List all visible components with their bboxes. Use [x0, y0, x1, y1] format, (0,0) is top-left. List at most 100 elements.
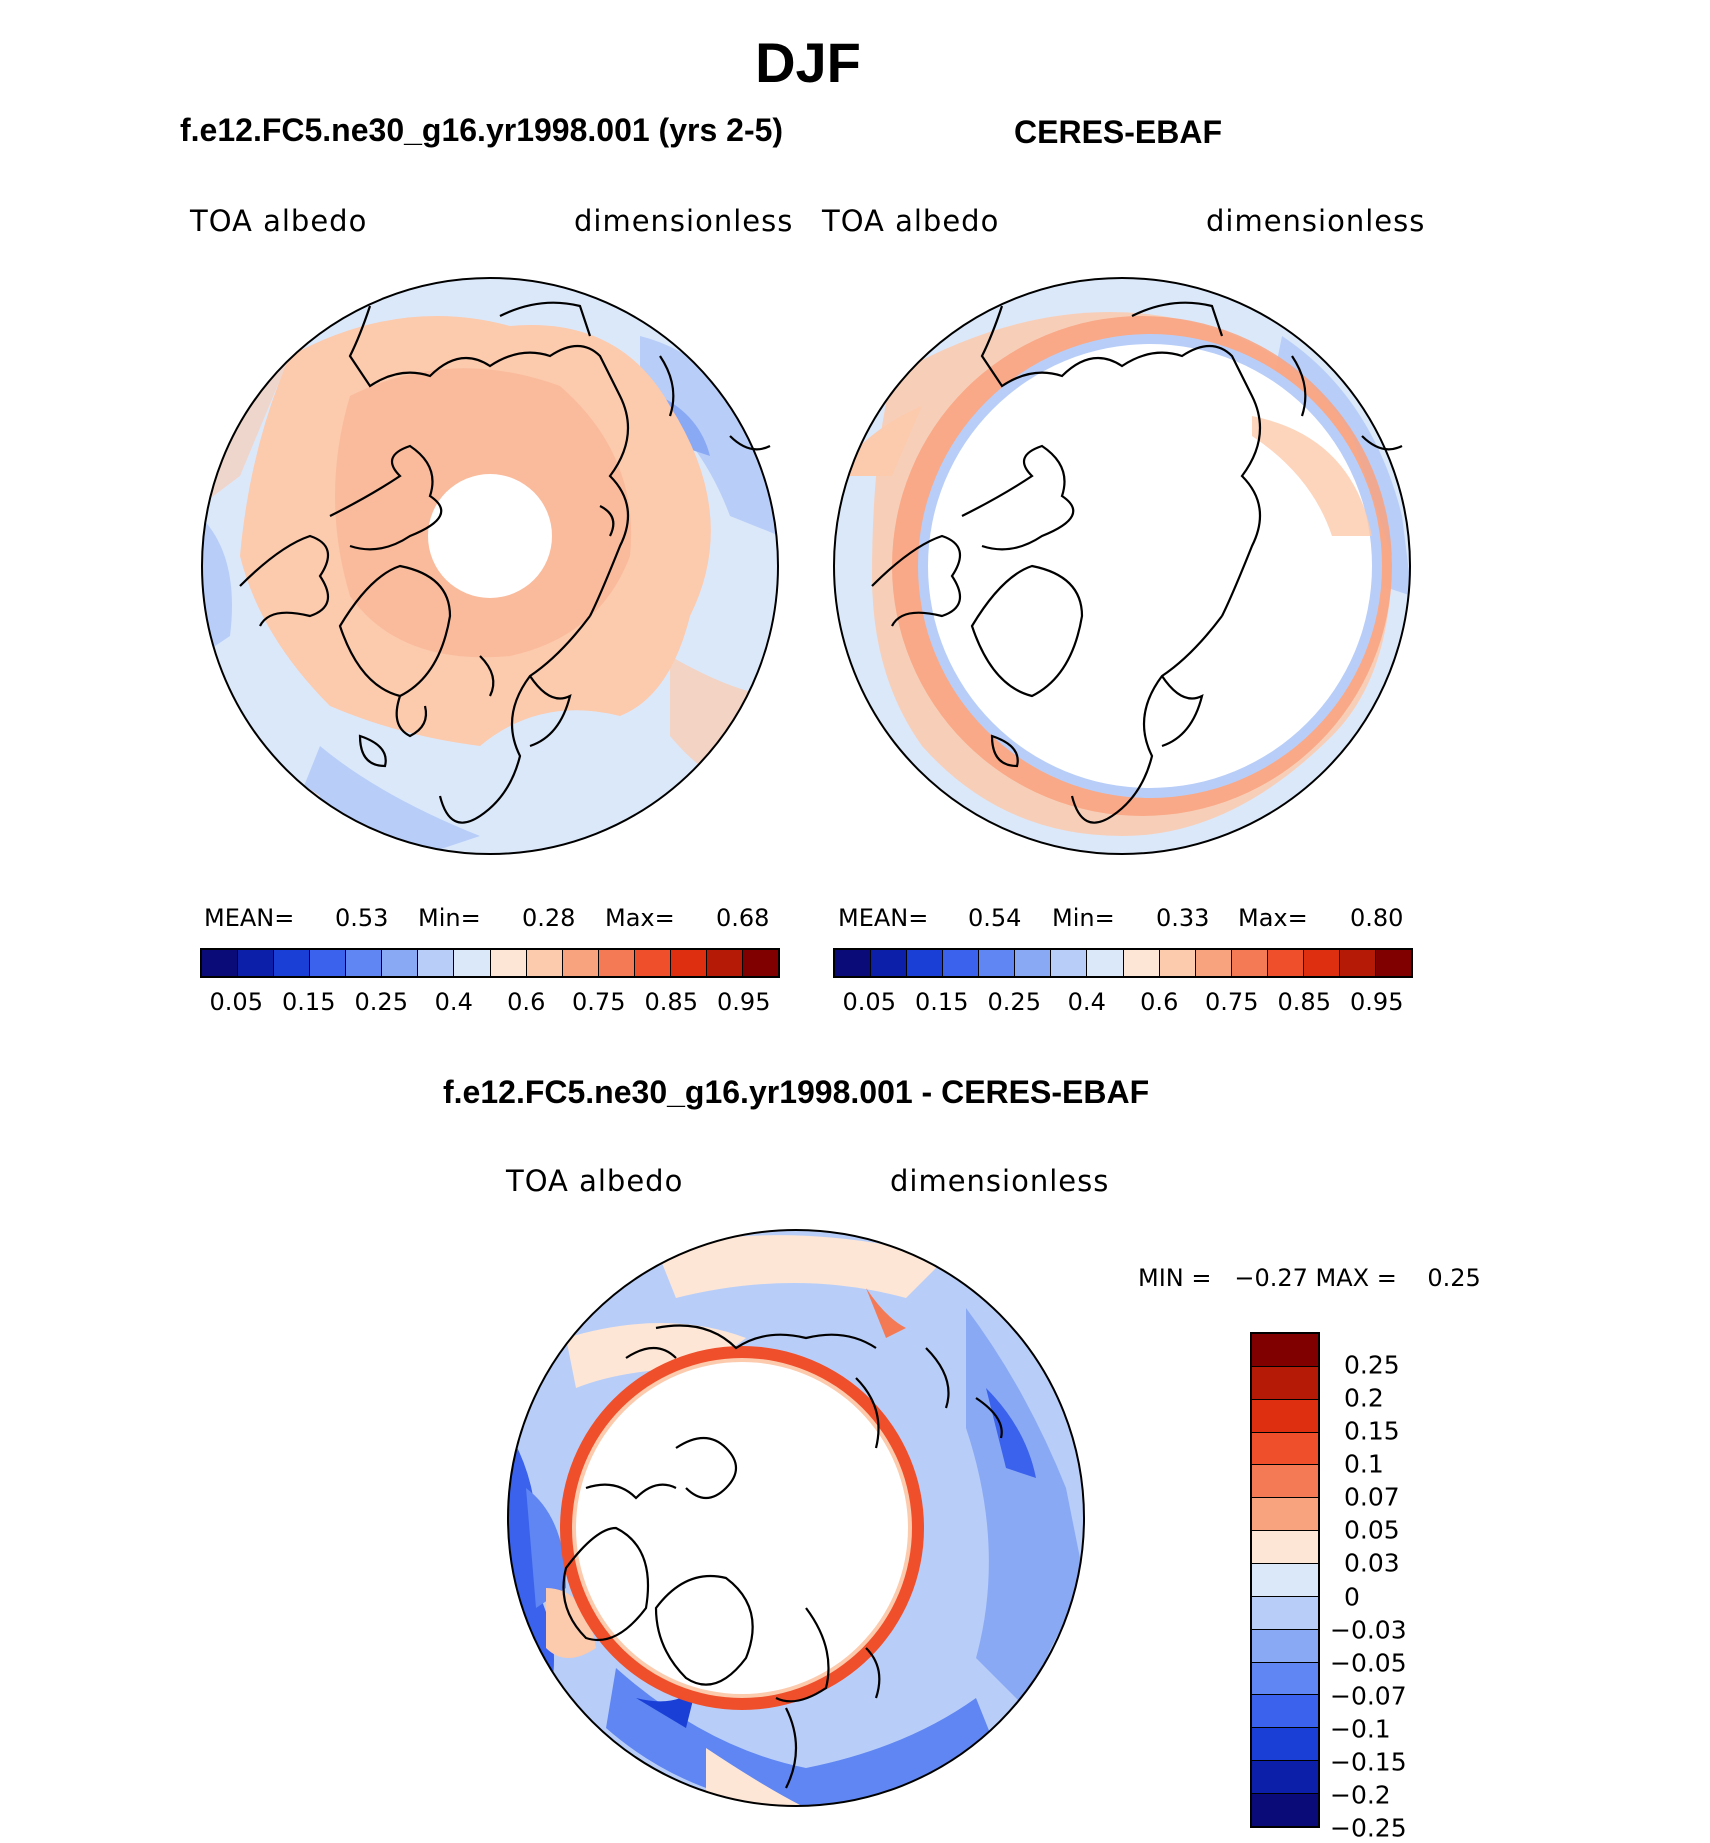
- colorbar-swatch: [382, 950, 419, 976]
- model-mean-label: MEAN=: [204, 904, 295, 932]
- colorbar-tick-label: −0.2: [1330, 1780, 1391, 1810]
- colorbar-swatch: [907, 950, 944, 976]
- colorbar-swatch: [1051, 950, 1088, 976]
- colorbar-tick-label: 0.95: [1350, 988, 1404, 1016]
- colorbar-swatch: [1252, 1564, 1318, 1597]
- colorbar-swatch: [1252, 1399, 1318, 1433]
- colorbar-swatch: [1231, 950, 1268, 976]
- colorbar-swatch: [562, 950, 599, 976]
- diff-colorbar-ticks: 0.25 0.2 0.15 0.1 0.07 0.05 0.03 0 −0.03 −0.05 −0.…: [1330, 1332, 1470, 1843]
- obs-mean-label: MEAN=: [838, 904, 929, 932]
- colorbar-tick-label: 0.6: [507, 988, 546, 1016]
- colorbar-swatch: [346, 950, 383, 976]
- colorbar-swatch: [1375, 950, 1411, 976]
- colorbar-tick-label: 0.75: [572, 988, 626, 1016]
- colorbar-swatch: [943, 950, 980, 976]
- colorbar-tick-label: −0.25: [1330, 1813, 1407, 1843]
- obs-colorbar: [833, 948, 1413, 978]
- colorbar-tick-label: 0.95: [717, 988, 771, 1016]
- colorbar-swatch: [634, 950, 671, 976]
- obs-panel-title: CERES-EBAF: [1014, 114, 1223, 150]
- model-albedo-map: [201, 277, 779, 855]
- colorbar-swatch: [274, 950, 311, 976]
- colorbar-tick-label: 0.75: [1205, 988, 1259, 1016]
- colorbar-tick-label: 0.07: [1344, 1482, 1400, 1512]
- colorbar-tick-label: 0.1: [1344, 1449, 1384, 1479]
- colorbar-tick-label: 0: [1344, 1582, 1360, 1612]
- colorbar-tick-label: 0.05: [1344, 1515, 1400, 1545]
- colorbar-tick-label: −0.03: [1330, 1615, 1407, 1645]
- colorbar-tick-label: 0.15: [915, 988, 969, 1016]
- colorbar-swatch: [418, 950, 455, 976]
- colorbar-tick-label: 0.15: [282, 988, 336, 1016]
- colorbar-swatch: [706, 950, 743, 976]
- obs-albedo-map: [833, 277, 1411, 855]
- colorbar-swatch: [1252, 1629, 1318, 1663]
- colorbar-swatch: [1267, 950, 1304, 976]
- model-max-label: Max=: [605, 904, 675, 932]
- obs-mean-value: 0.54: [968, 904, 1022, 932]
- model-panel-title: f.e12.FC5.ne30_g16.yr1998.001 (yrs 2-5): [180, 112, 784, 148]
- colorbar-tick-label: 0.85: [644, 988, 698, 1016]
- model-min-value: 0.28: [522, 904, 576, 932]
- obs-units-label: dimensionless: [1206, 204, 1426, 238]
- colorbar-swatch: [490, 950, 527, 976]
- colorbar-tick-label: 0.25: [354, 988, 408, 1016]
- colorbar-swatch: [1303, 950, 1340, 976]
- model-colorbar: [200, 948, 780, 978]
- colorbar-tick-label: 0.6: [1140, 988, 1179, 1016]
- colorbar-swatch: [1252, 1662, 1318, 1696]
- colorbar-swatch: [1252, 1761, 1318, 1795]
- colorbar-swatch: [1252, 1366, 1318, 1400]
- figure-title: DJF: [755, 31, 861, 94]
- colorbar-tick-label: 0.15: [1344, 1416, 1400, 1446]
- colorbar-swatch: [238, 950, 275, 976]
- colorbar-tick-label: 0.25: [987, 988, 1041, 1016]
- model-units-label: dimensionless: [574, 204, 794, 238]
- obs-max-label: Max=: [1238, 904, 1308, 932]
- colorbar-swatch: [526, 950, 563, 976]
- colorbar-swatch: [1252, 1465, 1318, 1499]
- colorbar-swatch: [1252, 1531, 1318, 1565]
- colorbar-swatch: [1252, 1596, 1318, 1630]
- colorbar-swatch: [1252, 1334, 1318, 1367]
- colorbar-swatch: [598, 950, 635, 976]
- obs-max-value: 0.80: [1350, 904, 1404, 932]
- colorbar-swatch: [1123, 950, 1160, 976]
- diff-colorbar: [1250, 1332, 1320, 1828]
- colorbar-swatch: [1195, 950, 1232, 976]
- colorbar-tick-label: −0.05: [1330, 1648, 1407, 1678]
- model-min-label: Min=: [418, 904, 481, 932]
- colorbar-tick-label: 0.05: [842, 988, 896, 1016]
- colorbar-swatch: [1087, 950, 1124, 976]
- colorbar-tick-label: 0.4: [434, 988, 473, 1016]
- model-colorbar-ticks: 0.05 0.15 0.25 0.4 0.6 0.75 0.85 0.95: [200, 988, 780, 1018]
- model-max-value: 0.68: [716, 904, 770, 932]
- model-mean-value: 0.53: [335, 904, 389, 932]
- diff-variable-label: TOA albedo: [506, 1164, 684, 1198]
- colorbar-tick-label: 0.25: [1344, 1350, 1400, 1380]
- obs-variable-label: TOA albedo: [822, 204, 1000, 238]
- diff-minmax-text: MIN = −0.27 MAX = 0.25: [1138, 1264, 1481, 1292]
- colorbar-swatch: [979, 950, 1016, 976]
- diff-units-label: dimensionless: [890, 1164, 1110, 1198]
- colorbar-tick-label: −0.1: [1330, 1714, 1391, 1744]
- colorbar-tick-label: 0.2: [1344, 1383, 1384, 1413]
- colorbar-swatch: [742, 950, 778, 976]
- colorbar-swatch: [1159, 950, 1196, 976]
- colorbar-swatch: [1015, 950, 1052, 976]
- colorbar-swatch: [1252, 1728, 1318, 1762]
- colorbar-swatch: [1252, 1498, 1318, 1532]
- colorbar-swatch: [670, 950, 707, 976]
- obs-min-label: Min=: [1052, 904, 1115, 932]
- colorbar-swatch: [1252, 1695, 1318, 1729]
- colorbar-tick-label: 0.03: [1344, 1548, 1400, 1578]
- diff-albedo-map: [507, 1229, 1085, 1807]
- diff-panel-title: f.e12.FC5.ne30_g16.yr1998.001 - CERES-EB…: [443, 1074, 1150, 1110]
- colorbar-tick-label: −0.07: [1330, 1681, 1407, 1711]
- colorbar-swatch: [1339, 950, 1376, 976]
- obs-min-value: 0.33: [1156, 904, 1210, 932]
- colorbar-swatch: [454, 950, 491, 976]
- colorbar-swatch: [1252, 1432, 1318, 1466]
- colorbar-swatch: [871, 950, 908, 976]
